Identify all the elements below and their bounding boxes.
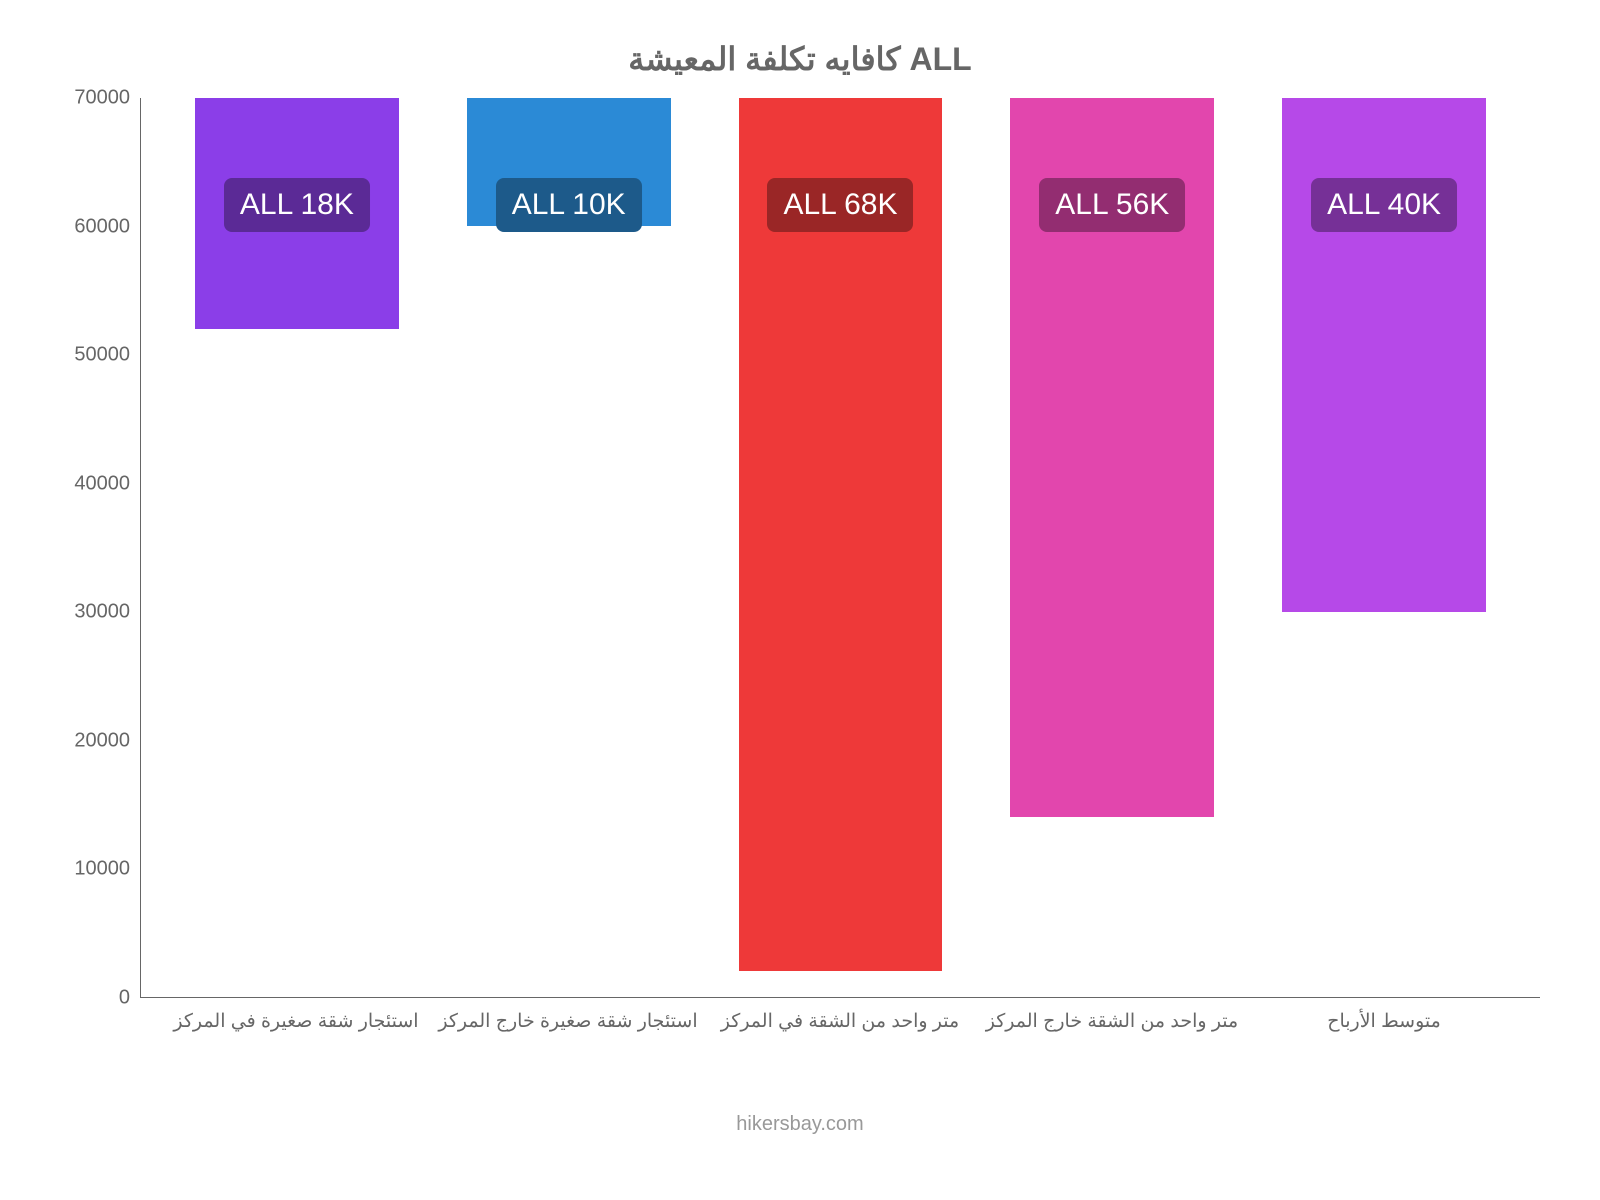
bar: ALL 56K xyxy=(1010,98,1214,817)
bar-slot: ALL 68K xyxy=(705,98,977,997)
bar: ALL 68K xyxy=(739,98,943,971)
y-tick-label: 30000 xyxy=(40,601,130,624)
y-tick-label: 70000 xyxy=(40,87,130,110)
bar-slot: ALL 40K xyxy=(1248,98,1520,997)
x-tick-label: متوسط الأرباح xyxy=(1248,1010,1520,1033)
y-tick-label: 0 xyxy=(40,987,130,1010)
bar-value-label: ALL 68K xyxy=(767,178,913,232)
y-tick-label: 60000 xyxy=(40,215,130,238)
chart-title: كافايه تكلفة المعيشة ALL xyxy=(40,40,1560,78)
bar-value-label: ALL 10K xyxy=(496,178,642,232)
bar-value-label: ALL 18K xyxy=(224,178,370,232)
x-axis-labels: استئجار شقة صغيرة في المركزاستئجار شقة ص… xyxy=(140,1010,1540,1033)
bar-slot: ALL 10K xyxy=(433,98,705,997)
bar-slot: ALL 18K xyxy=(161,98,433,997)
bar: ALL 10K xyxy=(467,98,671,226)
bars-row: ALL 18K ALL 10K ALL 68K ALL 56K ALL 40K xyxy=(141,98,1540,997)
plot-outer: 010000200003000040000500006000070000 ALL… xyxy=(140,98,1540,998)
x-tick-label: متر واحد من الشقة خارج المركز xyxy=(976,1010,1248,1033)
y-tick-label: 10000 xyxy=(40,858,130,881)
bar-value-label: ALL 40K xyxy=(1311,178,1457,232)
chart-container: كافايه تكلفة المعيشة ALL 010000200003000… xyxy=(0,0,1600,1200)
plot-area: ALL 18K ALL 10K ALL 68K ALL 56K ALL 40K xyxy=(140,98,1540,998)
bar-slot: ALL 56K xyxy=(976,98,1248,997)
bar: ALL 18K xyxy=(195,98,399,329)
bar-value-label: ALL 56K xyxy=(1039,178,1185,232)
y-axis: 010000200003000040000500006000070000 xyxy=(40,98,140,998)
bar: ALL 40K xyxy=(1282,98,1486,612)
x-tick-label: استئجار شقة صغيرة في المركز xyxy=(160,1010,432,1033)
x-tick-label: متر واحد من الشقة في المركز xyxy=(704,1010,976,1033)
y-tick-label: 20000 xyxy=(40,729,130,752)
y-tick-label: 40000 xyxy=(40,472,130,495)
y-tick-label: 50000 xyxy=(40,344,130,367)
x-tick-label: استئجار شقة صغيرة خارج المركز xyxy=(432,1010,704,1033)
footer-credit: hikersbay.com xyxy=(40,1113,1560,1136)
